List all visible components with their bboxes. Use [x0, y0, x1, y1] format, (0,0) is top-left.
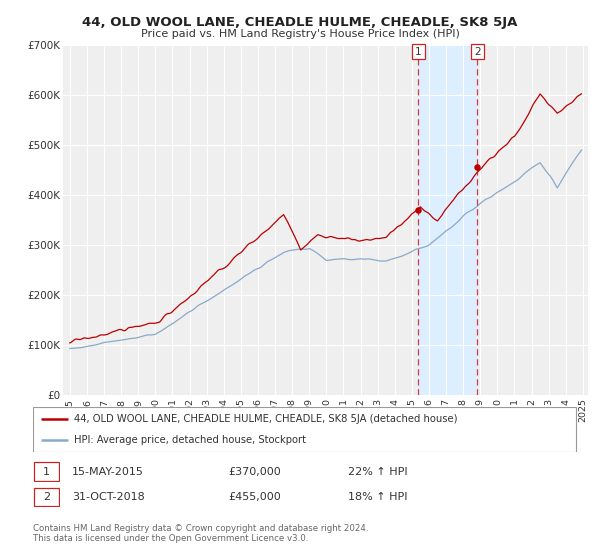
Text: 1: 1 [415, 46, 422, 57]
FancyBboxPatch shape [34, 488, 59, 506]
Text: £455,000: £455,000 [228, 492, 281, 502]
Text: 2: 2 [474, 46, 481, 57]
Text: 18% ↑ HPI: 18% ↑ HPI [348, 492, 407, 502]
Bar [418, 45, 478, 395]
Point [413, 206, 423, 214]
FancyBboxPatch shape [34, 463, 59, 480]
Text: HPI: Average price, detached house, Stockport: HPI: Average price, detached house, Stoc… [74, 435, 306, 445]
Text: 15-MAY-2015: 15-MAY-2015 [72, 466, 144, 477]
FancyBboxPatch shape [33, 408, 576, 451]
Text: 31-OCT-2018: 31-OCT-2018 [72, 492, 145, 502]
Text: This data is licensed under the Open Government Licence v3.0.: This data is licensed under the Open Gov… [33, 534, 308, 543]
Text: £370,000: £370,000 [228, 466, 281, 477]
Text: 44, OLD WOOL LANE, CHEADLE HULME, CHEADLE, SK8 5JA: 44, OLD WOOL LANE, CHEADLE HULME, CHEADL… [82, 16, 518, 29]
Text: 1: 1 [43, 466, 50, 477]
Point [473, 163, 482, 172]
Text: Price paid vs. HM Land Registry's House Price Index (HPI): Price paid vs. HM Land Registry's House … [140, 29, 460, 39]
Text: 22% ↑ HPI: 22% ↑ HPI [348, 466, 407, 477]
Text: 44, OLD WOOL LANE, CHEADLE HULME, CHEADLE, SK8 5JA (detached house): 44, OLD WOOL LANE, CHEADLE HULME, CHEADL… [74, 414, 457, 424]
Text: 2: 2 [43, 492, 50, 502]
Text: Contains HM Land Registry data © Crown copyright and database right 2024.: Contains HM Land Registry data © Crown c… [33, 524, 368, 533]
